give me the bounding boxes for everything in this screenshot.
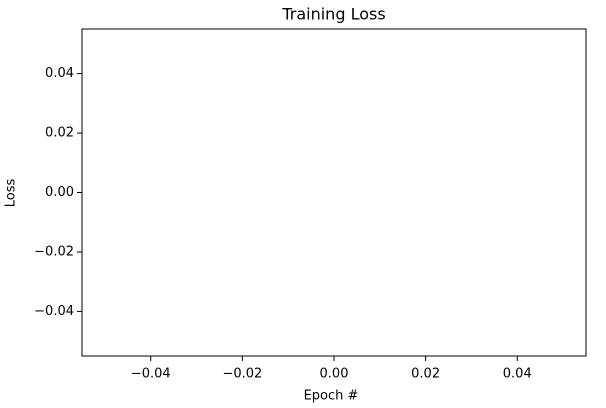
y-axis-label: Loss [4, 179, 19, 208]
x-tick-label: −0.02 [222, 367, 262, 382]
y-tick-label: −0.02 [34, 244, 74, 259]
y-tick-label: 0.02 [45, 126, 74, 141]
chart-title: Training Loss [281, 5, 385, 24]
y-tick-label: −0.04 [34, 304, 74, 319]
x-tick-label: 0.00 [320, 367, 349, 382]
y-tick-label: 0.00 [45, 185, 74, 200]
x-tick-label: 0.02 [411, 367, 440, 382]
y-tick-label: 0.04 [45, 66, 74, 81]
x-tick-label: 0.04 [503, 367, 532, 382]
x-tick-label: −0.04 [131, 367, 171, 382]
x-axis-label: Epoch # [304, 389, 359, 404]
